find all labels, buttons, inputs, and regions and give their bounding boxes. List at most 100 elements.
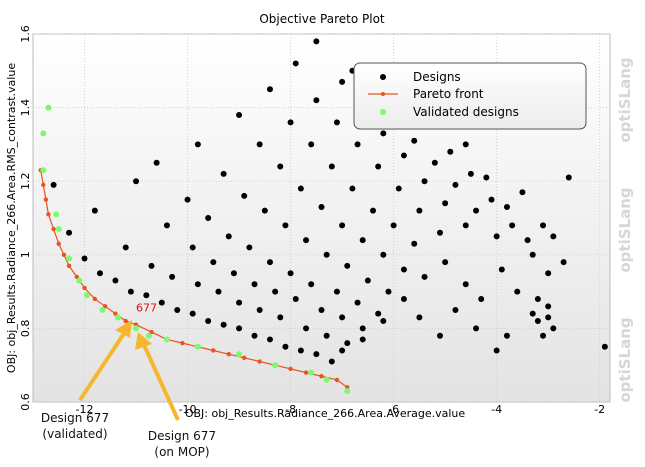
design-point	[529, 310, 536, 317]
design-point	[328, 358, 335, 365]
design-point	[354, 141, 361, 148]
design-point	[328, 163, 335, 170]
y-tick-label: 1.4	[19, 99, 32, 117]
design-point	[230, 270, 237, 277]
design-point	[251, 281, 258, 288]
design-point	[540, 332, 547, 339]
legend-box	[353, 62, 587, 130]
validated-point	[55, 226, 62, 233]
annotation-validated: Design 677 (validated)	[30, 410, 120, 442]
design-point	[416, 207, 423, 214]
pareto-point	[257, 359, 262, 364]
pareto-point	[242, 355, 247, 361]
design-point	[112, 277, 119, 284]
design-point	[344, 340, 351, 347]
design-point	[333, 119, 340, 126]
design-point	[333, 288, 340, 295]
design-point	[359, 237, 366, 244]
x-tick-label: -6	[388, 403, 399, 416]
pareto-point	[51, 226, 56, 232]
legend-label-designs: Designs	[413, 70, 461, 84]
y-tick-label: 0.8	[19, 320, 32, 338]
watermark-middle: optiSLang	[616, 187, 634, 272]
design-point	[169, 273, 176, 280]
design-point	[540, 222, 547, 229]
pareto-point	[66, 263, 72, 269]
design-point	[473, 325, 480, 332]
design-point	[483, 174, 490, 181]
design-point	[473, 207, 480, 214]
y-tick-label: 1	[19, 251, 32, 258]
design-point	[385, 288, 392, 295]
pareto-point	[303, 370, 309, 375]
design-point	[272, 288, 279, 295]
y-axis-label: OBJ: obj_Results.Radiance_266.Area.RMS_c…	[5, 63, 18, 373]
design-point	[349, 185, 356, 192]
design-point	[524, 237, 531, 244]
design-point	[236, 299, 243, 306]
design-point	[545, 314, 552, 321]
design-point	[416, 314, 423, 321]
design-point	[375, 163, 382, 170]
y-tick-label: 1.6	[19, 25, 32, 43]
design-point	[509, 222, 516, 229]
design-point	[91, 207, 98, 214]
highlight-label-677: 677	[136, 302, 157, 315]
design-point	[380, 251, 387, 258]
design-point	[246, 244, 253, 251]
design-point	[359, 325, 366, 332]
design-point	[431, 159, 438, 166]
design-point	[529, 251, 536, 258]
design-point	[292, 295, 299, 302]
design-point	[339, 222, 346, 229]
design-point	[370, 207, 377, 214]
design-point	[421, 273, 428, 280]
design-point	[308, 281, 315, 288]
designs-series	[50, 38, 608, 365]
validated-point	[344, 387, 351, 394]
design-point	[205, 318, 212, 325]
design-point	[411, 240, 418, 247]
design-point	[318, 307, 325, 313]
design-point	[488, 196, 495, 203]
watermark-bottom: optiSLang	[616, 317, 634, 402]
arrow-validated-head	[115, 320, 132, 338]
legend-label-validated: Validated designs	[413, 105, 519, 119]
design-point	[400, 295, 407, 302]
design-point	[339, 314, 346, 321]
x-axis-label: OBJ: obj_Results.Radiance_266.Area.Avera…	[185, 407, 466, 420]
validated-point	[323, 376, 330, 383]
design-point	[266, 336, 273, 343]
design-point	[127, 288, 134, 295]
validated-point	[53, 211, 60, 218]
validated-point	[40, 130, 47, 137]
design-point	[81, 255, 88, 262]
pareto-point	[334, 377, 340, 383]
design-point	[545, 270, 552, 277]
design-point	[236, 325, 243, 332]
design-point	[478, 295, 485, 302]
design-point	[163, 222, 170, 229]
watermark-group: optiSLang optiSLang optiSLang	[616, 57, 634, 402]
validated-point	[194, 343, 201, 350]
design-point	[96, 270, 103, 277]
x-tick-label: -2	[594, 403, 605, 416]
design-point	[297, 347, 304, 354]
design-point	[442, 200, 449, 207]
design-point	[514, 288, 521, 295]
design-point	[220, 321, 227, 328]
design-point	[287, 270, 294, 277]
design-point	[277, 314, 284, 321]
design-point	[395, 185, 402, 192]
design-point	[550, 233, 557, 240]
pareto-point	[288, 366, 293, 372]
design-point	[205, 215, 212, 221]
validated-point	[133, 325, 140, 332]
design-point	[133, 178, 140, 185]
pareto-point	[82, 285, 87, 291]
validated-point	[66, 255, 73, 262]
design-point	[256, 141, 263, 148]
design-point	[339, 347, 346, 354]
design-point	[303, 237, 310, 244]
